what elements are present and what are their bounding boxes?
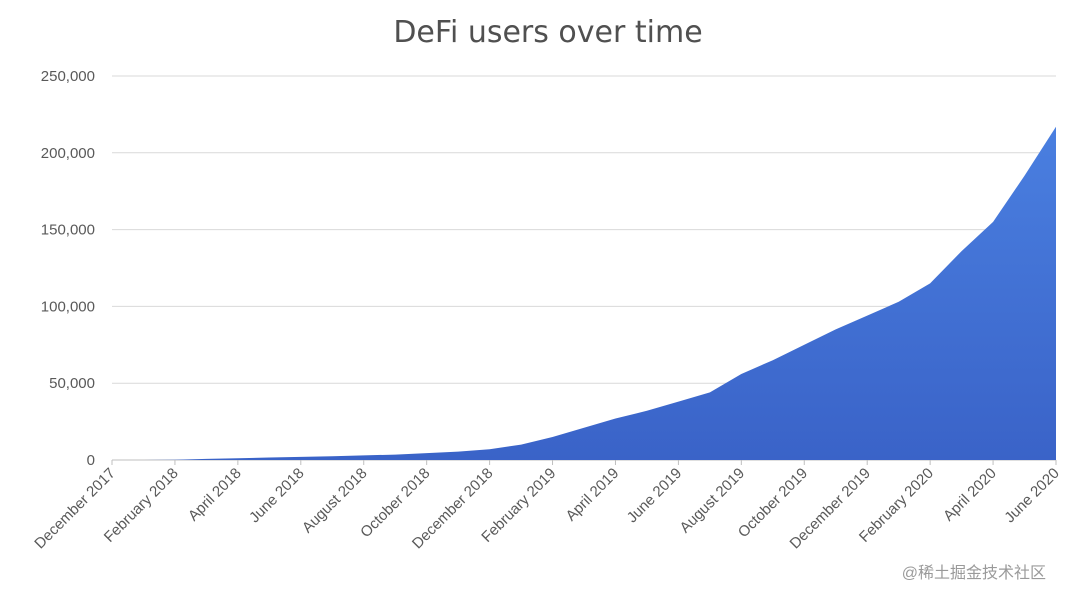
x-tick-label: June 2018 — [246, 465, 308, 527]
x-tick-label: June 2020 — [1001, 465, 1063, 527]
y-tick-label: 100,000 — [41, 298, 95, 315]
y-axis-tick-labels: 0 50,000 100,000 150,000 200,000 250,000 — [41, 68, 95, 469]
chart-title: DeFi users over time — [393, 15, 702, 50]
series-area — [112, 126, 1056, 460]
y-tick-label: 150,000 — [41, 222, 95, 239]
watermark-text: @稀土掘金技术社区 — [902, 564, 1046, 582]
y-tick-label: 0 — [87, 452, 95, 469]
x-tick-label: June 2019 — [624, 465, 686, 527]
y-tick-label: 50,000 — [49, 375, 95, 392]
y-tick-label: 200,000 — [41, 145, 95, 162]
x-tick-label: April 2019 — [563, 465, 623, 525]
x-tick-label: April 2018 — [185, 465, 245, 525]
y-tick-label: 250,000 — [41, 68, 95, 85]
x-tick-label: April 2020 — [940, 465, 1000, 525]
